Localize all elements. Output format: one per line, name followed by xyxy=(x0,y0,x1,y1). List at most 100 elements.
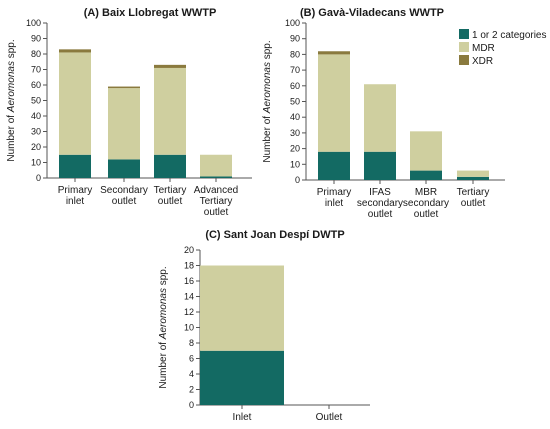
bar-segment xyxy=(200,265,284,351)
category-label: IFAS secondary outlet xyxy=(357,187,403,220)
legend-label: MDR xyxy=(472,43,495,54)
chart-panel-0: (A) Baix Llobregat WWTP Number of Aeromon… xyxy=(6,7,252,218)
y-tick-label: 0 xyxy=(36,173,41,183)
y-tick-label: 50 xyxy=(290,97,300,107)
y-tick-label: 18 xyxy=(184,261,194,271)
bar-segment xyxy=(59,154,91,178)
category-label-line: inlet xyxy=(66,196,85,207)
category-label-line: Outlet xyxy=(316,412,343,423)
chart-title: (C) Sant Joan Despí DWTP xyxy=(205,229,344,241)
y-tick-label: 60 xyxy=(31,80,41,90)
y-tick-label: 100 xyxy=(26,18,41,28)
category-label: Tertiary outlet xyxy=(457,187,490,209)
bar-segment xyxy=(200,350,284,405)
y-axis-label-part: spp. xyxy=(6,39,17,61)
bar-segment xyxy=(200,154,232,177)
y-axis-label: Number of Aeromonas spp. xyxy=(158,266,169,388)
y-tick-label: 100 xyxy=(285,18,300,28)
category-label-line: outlet xyxy=(158,196,183,207)
y-tick-label: 70 xyxy=(31,65,41,75)
y-tick-label: 6 xyxy=(189,354,194,364)
bar-segment xyxy=(200,176,232,178)
y-tick-label: 2 xyxy=(189,385,194,395)
bar-segment xyxy=(318,54,350,152)
bar-segment xyxy=(410,131,442,171)
category-label: Outlet xyxy=(316,412,343,423)
bar-segment xyxy=(59,52,91,155)
category-label-line: Primary xyxy=(58,185,92,196)
y-axis-label-part: Number of xyxy=(262,113,273,162)
category-label-line: Secondary xyxy=(100,185,148,196)
bar-segment xyxy=(108,86,140,89)
y-tick-label: 10 xyxy=(31,158,41,168)
category-label-line: outlet xyxy=(414,209,439,220)
bar-segment xyxy=(457,170,489,177)
category-label-line: outlet xyxy=(204,207,229,218)
y-tick-label: 20 xyxy=(290,144,300,154)
y-tick-label: 8 xyxy=(189,338,194,348)
y-tick-label: 4 xyxy=(189,369,194,379)
y-tick-label: 14 xyxy=(184,292,194,302)
chart-panel-2: (C) Sant Joan Despí DWTP Number of Aeromo… xyxy=(158,229,370,423)
category-label-line: MBR xyxy=(415,187,437,198)
y-tick-label: 30 xyxy=(31,127,41,137)
y-tick-label: 0 xyxy=(295,175,300,185)
chart-title: (A) Baix Llobregat WWTP xyxy=(84,7,217,19)
bar-segment xyxy=(154,67,186,155)
legend-label: XDR xyxy=(472,56,493,67)
y-axis-label-part: Aeromonas xyxy=(158,288,169,340)
y-tick-label: 90 xyxy=(290,34,300,44)
category-label: MBR secondary outlet xyxy=(403,187,449,220)
bar-segment xyxy=(318,151,350,180)
chart-panel-1: (B) Gavà-Viladecans WWTP Number of Aeromo… xyxy=(262,7,505,220)
bar-segment xyxy=(154,64,186,68)
y-tick-label: 20 xyxy=(184,245,194,255)
category-label-line: Tertiary xyxy=(457,187,490,198)
bar-segment xyxy=(457,176,489,180)
category-label-line: inlet xyxy=(325,198,344,209)
bar-segment xyxy=(154,154,186,178)
bar-segment xyxy=(108,159,140,178)
y-axis-label-part: Aeromonas xyxy=(262,62,273,114)
category-label: Inlet xyxy=(233,412,252,423)
category-label-line: Tertiary xyxy=(154,185,187,196)
y-tick-label: 20 xyxy=(31,142,41,152)
bar-segment xyxy=(318,51,350,55)
chart-title: (B) Gavà-Viladecans WWTP xyxy=(300,7,444,19)
y-tick-label: 10 xyxy=(184,323,194,333)
bar-segment xyxy=(108,88,140,160)
y-axis-label-part: Number of xyxy=(6,112,17,161)
y-axis-label: Number of Aeromonas spp. xyxy=(6,39,17,161)
y-axis-label-part: spp. xyxy=(262,40,273,62)
y-tick-label: 70 xyxy=(290,65,300,75)
category-label-line: Advanced xyxy=(194,185,238,196)
bar-segment xyxy=(364,84,396,152)
category-label-line: Primary xyxy=(317,187,351,198)
y-tick-label: 12 xyxy=(184,307,194,317)
y-axis-label-part: Aeromonas xyxy=(6,61,17,113)
y-tick-label: 80 xyxy=(290,49,300,59)
category-label-line: secondary xyxy=(357,198,403,209)
bar-segment xyxy=(59,49,91,53)
y-tick-label: 0 xyxy=(189,400,194,410)
legend-swatch xyxy=(459,42,469,52)
legend-label: 1 or 2 categories xyxy=(472,30,547,41)
category-label-line: secondary xyxy=(403,198,449,209)
category-label-line: Inlet xyxy=(233,412,252,423)
y-tick-label: 80 xyxy=(31,49,41,59)
y-tick-label: 90 xyxy=(31,34,41,44)
y-tick-label: 10 xyxy=(290,159,300,169)
legend-swatch xyxy=(459,29,469,39)
category-label: Primary inlet xyxy=(317,187,351,209)
y-tick-label: 40 xyxy=(290,112,300,122)
category-label-line: IFAS xyxy=(369,187,391,198)
y-tick-label: 16 xyxy=(184,276,194,286)
category-label-line: outlet xyxy=(112,196,137,207)
y-tick-label: 40 xyxy=(31,111,41,121)
y-tick-label: 50 xyxy=(31,96,41,106)
category-label: Tertiary outlet xyxy=(154,185,187,207)
legend: 1 or 2 categories MDR XDR xyxy=(459,29,547,67)
category-label: Primary inlet xyxy=(58,185,92,207)
category-label: Secondary outlet xyxy=(100,185,148,207)
